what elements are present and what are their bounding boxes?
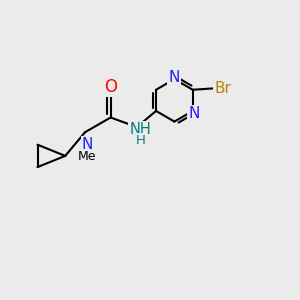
Text: N: N — [188, 106, 200, 121]
Text: H: H — [136, 134, 145, 147]
Text: O: O — [104, 78, 117, 96]
Text: NH: NH — [130, 122, 151, 137]
Text: N: N — [82, 137, 93, 152]
Text: Br: Br — [214, 81, 232, 96]
Text: N: N — [169, 70, 180, 85]
Text: Me: Me — [78, 150, 97, 163]
